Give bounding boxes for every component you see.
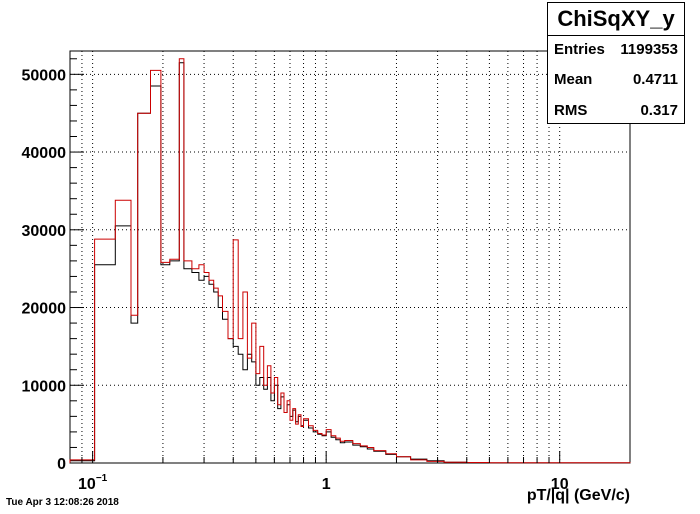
histogram-series-1 bbox=[69, 58, 631, 464]
axes: 0 10000 20000 30000 40000 50000 10−1 1 10 bbox=[22, 58, 569, 493]
y-tick-label: 40000 bbox=[22, 145, 67, 162]
stats-label-entries: Entries bbox=[554, 41, 605, 58]
stats-box: ChiSqXY_y Entries 1199353 Mean 0.4711 RM… bbox=[547, 2, 685, 124]
stats-value-rms: 0.317 bbox=[640, 102, 678, 119]
plot-frame bbox=[69, 50, 631, 464]
y-tick-label: 20000 bbox=[22, 301, 67, 318]
stats-title: ChiSqXY_y bbox=[548, 3, 684, 36]
y-tick-label: 10000 bbox=[22, 378, 67, 395]
stats-row-entries: Entries 1199353 bbox=[554, 39, 678, 61]
y-tick-label: 0 bbox=[57, 456, 66, 473]
grid-lines bbox=[70, 51, 630, 463]
histogram-series-0 bbox=[69, 62, 631, 464]
x-tick-label: 10 bbox=[551, 476, 569, 493]
stats-row-mean: Mean 0.4711 bbox=[554, 69, 678, 91]
x-axis-title: pT/|q| (GeV/c) bbox=[526, 487, 630, 504]
stats-value-entries: 1199353 bbox=[620, 41, 678, 58]
x-tick-label: 10−1 bbox=[78, 473, 108, 493]
stats-label-rms: RMS bbox=[554, 102, 588, 119]
y-tick-label: 50000 bbox=[22, 67, 67, 84]
y-tick-label: 30000 bbox=[22, 223, 67, 240]
x-tick-label: 1 bbox=[322, 476, 331, 493]
stats-row-rms: RMS 0.317 bbox=[554, 100, 678, 122]
timestamp: Tue Apr 3 12:08:26 2018 bbox=[6, 497, 119, 508]
stats-value-mean: 0.4711 bbox=[632, 71, 678, 88]
stats-label-mean: Mean bbox=[554, 71, 593, 88]
histogram-series bbox=[69, 58, 631, 464]
